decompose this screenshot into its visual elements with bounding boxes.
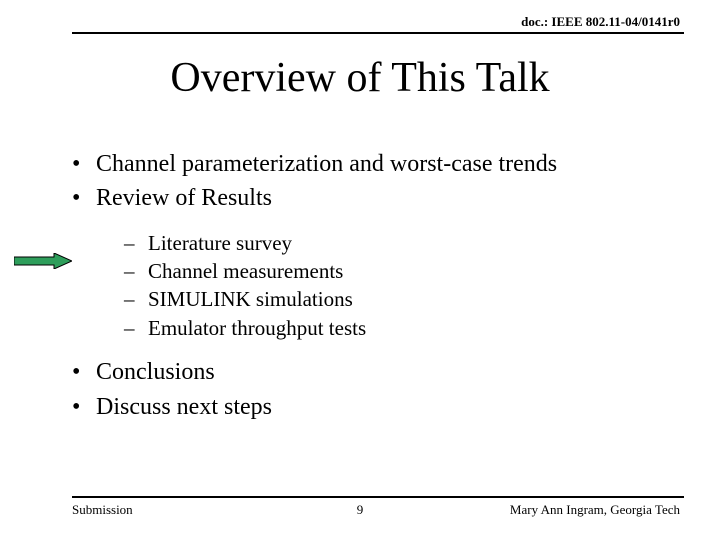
slide: doc.: IEEE 802.11-04/0141r0 Overview of … <box>0 0 720 540</box>
bullet-list: Channel parameterization and worst-case … <box>72 148 660 423</box>
sub-bullet-text: Emulator throughput tests <box>148 316 366 340</box>
sub-bullet-item: Channel measurements <box>124 257 660 285</box>
footer-right: Mary Ann Ingram, Georgia Tech <box>510 502 680 518</box>
bullet-item: Conclusions <box>72 356 660 388</box>
sub-bullet-text: Channel measurements <box>148 259 343 283</box>
slide-title: Overview of This Talk <box>0 54 720 102</box>
bullet-item: Review of Results Literature survey Chan… <box>72 182 660 342</box>
sub-bullet-list: Literature survey Channel measurements S… <box>124 229 660 342</box>
sub-bullet-item: Emulator throughput tests <box>124 314 660 342</box>
bullet-item: Discuss next steps <box>72 391 660 423</box>
bullet-text: Discuss next steps <box>96 394 272 420</box>
bullet-text: Conclusions <box>96 359 215 385</box>
doc-id: doc.: IEEE 802.11-04/0141r0 <box>521 14 680 30</box>
bullet-text: Channel parameterization and worst-case … <box>96 151 557 177</box>
sub-bullet-text: Literature survey <box>148 231 292 255</box>
footer-rule <box>72 496 684 498</box>
sub-bullet-item: Literature survey <box>124 229 660 257</box>
sub-bullet-item: SIMULINK simulations <box>124 285 660 313</box>
header-rule <box>72 32 684 34</box>
bullet-text: Review of Results <box>96 185 272 211</box>
arrow-icon <box>14 253 72 269</box>
bullet-item: Channel parameterization and worst-case … <box>72 148 660 180</box>
slide-body: Channel parameterization and worst-case … <box>72 148 660 425</box>
sub-bullet-text: SIMULINK simulations <box>148 287 353 311</box>
arrow-shape <box>14 253 72 269</box>
